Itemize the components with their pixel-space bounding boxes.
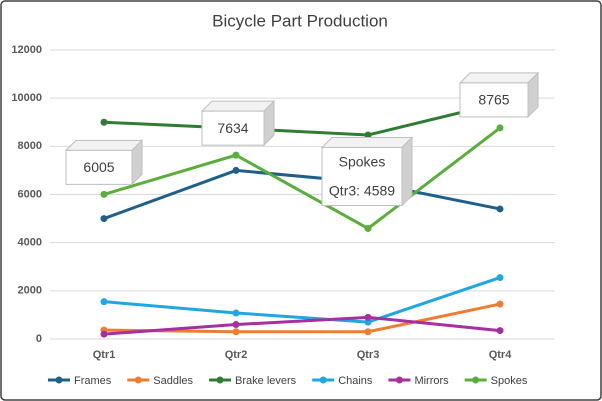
- y-tick-label: 10000: [11, 92, 42, 104]
- series-line: [103, 126, 501, 231]
- point: [496, 205, 504, 213]
- y-tick-label: 12000: [11, 44, 42, 56]
- callout-top: [320, 136, 414, 148]
- series-line: [103, 315, 501, 336]
- point: [496, 124, 504, 132]
- data-callout: 8765: [458, 71, 540, 119]
- point: [496, 300, 504, 308]
- legend-label: Chains: [338, 375, 373, 387]
- callout-side: [401, 136, 413, 207]
- y-tick-label: 0: [36, 333, 42, 345]
- point: [100, 118, 108, 126]
- legend-label: Saddles: [153, 375, 193, 387]
- legend-label: Frames: [74, 375, 112, 387]
- series-line: [103, 302, 501, 334]
- legend-label: Spokes: [491, 375, 528, 387]
- legend-marker: [55, 376, 63, 384]
- point: [364, 224, 372, 232]
- chart-title: Bicycle Part Production: [212, 11, 388, 30]
- y-tick-label: 2000: [18, 285, 42, 297]
- data-label: 7634: [217, 120, 248, 136]
- data-callout: 7634: [200, 99, 276, 147]
- legend-marker: [472, 376, 480, 384]
- x-tick-label: Qtr1: [93, 349, 116, 361]
- y-tick-label: 8000: [18, 140, 42, 152]
- x-tick-label: Qtr2: [225, 349, 248, 361]
- callout-face: [65, 149, 133, 185]
- point: [100, 190, 108, 198]
- point: [100, 298, 108, 306]
- point: [232, 309, 240, 317]
- data-callout: Spokes Qtr3: 4589: [320, 136, 414, 207]
- point: [364, 318, 372, 326]
- y-tick-label: 4000: [18, 237, 42, 249]
- series-line: [103, 276, 501, 324]
- legend-marker: [319, 376, 327, 384]
- x-tick-label: Qtr4: [489, 349, 513, 361]
- legend-label: Mirrors: [414, 375, 449, 387]
- x-tick-label: Qtr3: [357, 349, 380, 361]
- data-label: 6005: [83, 159, 114, 175]
- legend-marker: [395, 376, 403, 384]
- data-label: 8765: [478, 92, 509, 108]
- point: [100, 330, 108, 338]
- data-callout: 6005: [64, 139, 144, 186]
- series-line: [103, 101, 501, 137]
- data-label: Qtr3: 4589: [329, 183, 395, 199]
- legend-label: Brake levers: [235, 375, 297, 387]
- callout-face: [459, 82, 529, 118]
- point: [232, 151, 240, 159]
- legend-marker: [216, 376, 224, 384]
- callout-face: [201, 110, 265, 146]
- point: [496, 327, 504, 335]
- callout-top: [458, 72, 540, 84]
- callout-top: [64, 139, 144, 151]
- callout-face: [321, 146, 403, 206]
- point: [232, 166, 240, 174]
- point: [364, 313, 372, 321]
- point: [496, 274, 504, 282]
- legend-marker: [134, 376, 142, 384]
- point: [232, 321, 240, 329]
- series-line: [103, 168, 501, 220]
- point: [364, 328, 372, 336]
- callout-top: [200, 100, 276, 112]
- y-tick-label: 6000: [18, 188, 42, 200]
- point: [232, 328, 240, 336]
- point: [364, 131, 372, 139]
- point: [100, 215, 108, 223]
- data-label: Spokes: [339, 154, 386, 170]
